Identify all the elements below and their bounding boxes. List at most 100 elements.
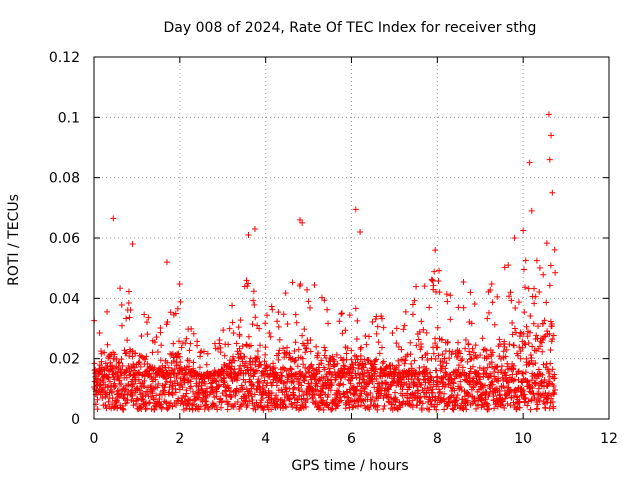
data-point: [352, 206, 359, 213]
data-point: [518, 370, 525, 377]
data-point: [251, 301, 258, 308]
data-point: [98, 348, 105, 355]
data-point: [517, 348, 524, 355]
data-point: [463, 406, 470, 413]
data-point: [502, 353, 509, 360]
data-point: [535, 323, 542, 330]
data-point: [460, 304, 467, 311]
data-point: [343, 350, 350, 357]
data-point: [312, 398, 319, 405]
data-point: [536, 289, 543, 296]
data-point: [290, 378, 297, 385]
data-point: [551, 389, 558, 396]
data-point: [391, 395, 398, 402]
data-point: [349, 375, 356, 382]
data-point: [120, 395, 127, 402]
data-point: [471, 301, 478, 308]
data-point: [98, 350, 105, 357]
data-point: [442, 365, 449, 372]
data-point: [212, 402, 219, 409]
data-point: [181, 376, 188, 383]
data-point: [483, 389, 490, 396]
data-point: [543, 240, 550, 247]
data-point: [149, 349, 156, 356]
data-point: [242, 379, 249, 386]
data-point: [324, 306, 331, 313]
data-point: [300, 361, 307, 368]
data-point: [201, 348, 207, 355]
data-point: [398, 346, 405, 353]
data-point: [271, 395, 278, 402]
data-point: [336, 318, 343, 325]
data-point: [126, 352, 133, 359]
data-point: [204, 350, 211, 357]
data-point: [489, 381, 496, 388]
data-point: [434, 344, 441, 351]
data-point: [204, 385, 211, 392]
data-point: [142, 356, 149, 363]
data-point: [519, 370, 526, 377]
data-point: [520, 227, 527, 234]
data-point: [252, 368, 259, 375]
data-point: [333, 351, 340, 358]
data-point: [301, 373, 308, 380]
data-point: [262, 320, 269, 327]
data-point: [248, 393, 255, 400]
data-point: [389, 401, 396, 408]
data-point: [354, 317, 361, 324]
data-point: [183, 390, 190, 397]
data-point: [420, 326, 427, 333]
data-point: [372, 357, 379, 364]
data-point: [357, 393, 364, 400]
data-point: [116, 359, 123, 366]
data-point: [352, 359, 359, 366]
data-point: [378, 313, 385, 320]
data-point: [379, 360, 386, 367]
data-point: [105, 398, 112, 405]
data-point: [381, 402, 388, 409]
data-point: [400, 382, 407, 389]
y-tick-label: 0.08: [49, 171, 80, 187]
data-point: [427, 369, 434, 376]
data-point: [328, 406, 335, 413]
data-point: [137, 380, 144, 387]
data-point: [139, 389, 146, 396]
data-point: [322, 373, 329, 380]
x-tick-label: 6: [347, 431, 356, 447]
data-point: [501, 405, 508, 412]
data-point: [307, 336, 314, 343]
data-point: [519, 387, 526, 394]
data-point: [358, 402, 365, 409]
data-point: [341, 363, 348, 370]
data-point: [489, 378, 496, 385]
data-point: [242, 360, 249, 367]
data-point: [378, 390, 385, 397]
data-point: [532, 293, 539, 300]
data-point: [540, 271, 547, 278]
data-point: [215, 383, 222, 390]
data-point: [520, 330, 527, 337]
data-point: [94, 406, 101, 413]
data-point: [188, 325, 195, 332]
data-point: [371, 384, 378, 391]
data-point: [439, 379, 446, 386]
data-point: [508, 297, 515, 304]
data-point: [347, 380, 354, 387]
data-point: [229, 319, 236, 326]
data-point: [509, 319, 516, 326]
data-point: [96, 329, 103, 336]
data-point: [521, 391, 528, 398]
data-point: [342, 374, 349, 381]
data-point: [182, 393, 189, 400]
data-point: [500, 402, 507, 409]
data-point: [302, 349, 309, 356]
data-point: [527, 313, 534, 320]
data-point: [434, 324, 441, 331]
data-point: [485, 402, 492, 409]
data-point: [105, 374, 112, 381]
data-point: [302, 364, 309, 371]
data-point: [501, 338, 508, 345]
data-point: [277, 404, 284, 411]
data-point: [169, 367, 176, 374]
data-point: [476, 364, 483, 371]
